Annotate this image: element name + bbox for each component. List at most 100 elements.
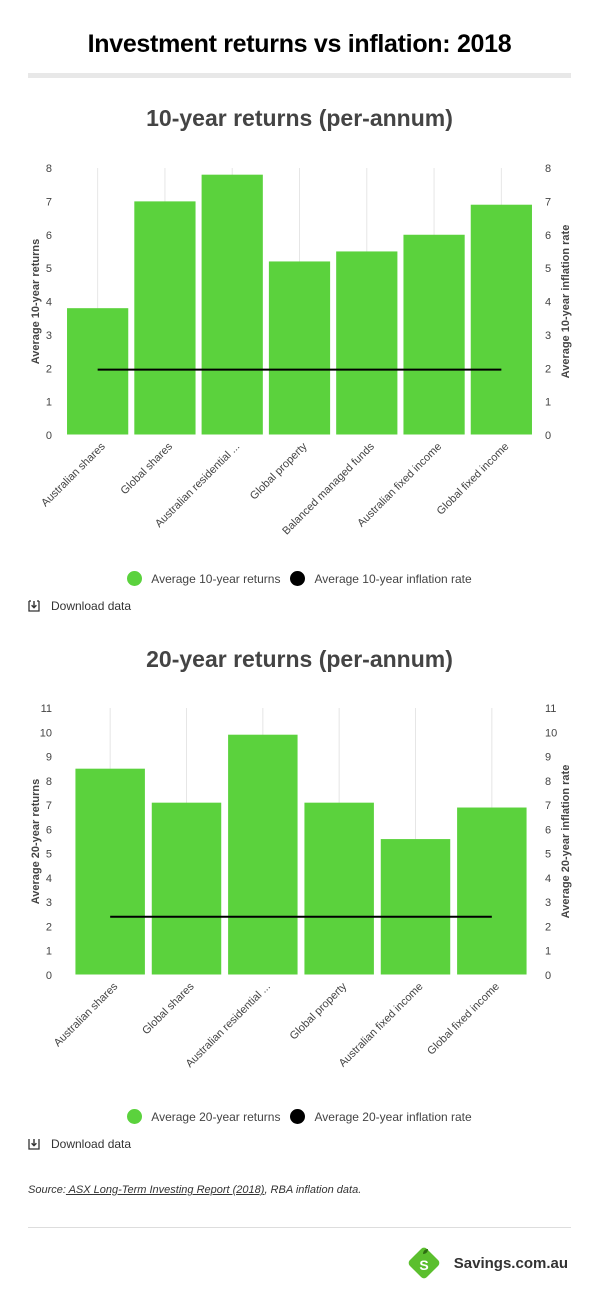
brand-logo[interactable]: S Savings.com.au	[406, 1245, 568, 1281]
y-tick-left: 5	[46, 849, 52, 861]
download-icon	[28, 600, 40, 612]
y-tick-left: 4	[46, 297, 52, 309]
y-tick-right: 4	[545, 873, 551, 885]
y-tick-right: 8	[545, 776, 551, 788]
y-tick-left: 9	[46, 752, 52, 764]
y-tick-right: 8	[545, 163, 551, 175]
bar	[201, 174, 263, 436]
y-tick-right: 7	[545, 800, 551, 812]
legend-swatch-inflation	[290, 1109, 306, 1124]
y-tick-right: 9	[545, 752, 551, 764]
y-tick-right: 3	[545, 330, 551, 342]
category-label: Global shares	[140, 980, 197, 1037]
chart-title-20-year: 20-year returns (per-annum)	[146, 646, 453, 672]
source-suffix: , RBA inflation data.	[264, 1184, 362, 1196]
category-label: Global property	[248, 440, 310, 502]
bar	[67, 308, 129, 435]
category-label: Australian shares	[52, 980, 121, 1049]
y-tick-left: 2	[46, 921, 52, 933]
y-tick-right: 1	[545, 946, 551, 958]
y-axis-label-left: Average 20-year returns	[30, 779, 42, 905]
chart-title-10-year: 10-year returns (per-annum)	[146, 105, 453, 131]
bar	[470, 204, 532, 435]
savings-logo-icon: S	[408, 1247, 440, 1279]
y-tick-right: 0	[545, 430, 551, 442]
y-tick-left: 11	[41, 703, 52, 715]
bar	[228, 734, 298, 975]
y-tick-left: 3	[46, 897, 52, 909]
y-tick-left: 1	[46, 397, 52, 409]
y-tick-left: 6	[46, 230, 52, 242]
download-icon	[28, 1139, 40, 1150]
download-data-label: Download data	[51, 599, 132, 613]
y-tick-right: 5	[545, 849, 551, 861]
y-tick-left: 7	[46, 196, 52, 208]
bar	[457, 807, 527, 975]
y-tick-right: 10	[545, 727, 557, 739]
title-divider	[28, 73, 571, 78]
y-tick-right: 7	[545, 196, 551, 208]
y-tick-left: 0	[46, 970, 52, 982]
category-label: Australian residential ...	[184, 981, 273, 1070]
y-tick-right: 2	[545, 363, 551, 375]
y-tick-right: 6	[545, 824, 551, 836]
legend-item-inflation[interactable]: Average 20-year inflation rate	[290, 1109, 472, 1124]
legend-label-inflation: Average 20-year inflation rate	[314, 1109, 472, 1124]
category-label: Australian shares	[39, 440, 108, 509]
legend-20-year: Average 20-year returns Average 20-year …	[0, 1109, 599, 1124]
chart-10-year-returns: 0 0 1 1 2 2 3 3 4 4 5 5 6 6 7 7 8 8 Average 10-year return…	[30, 163, 572, 537]
legend-item-inflation[interactable]: Average 10-year inflation rate	[290, 571, 472, 586]
legend-label-returns: Average 10-year returns	[151, 571, 281, 586]
category-label: Global shares	[119, 440, 176, 497]
bar	[380, 839, 451, 975]
bar	[403, 234, 465, 435]
y-axis-label-right: Average 10-year inflation rate	[560, 225, 572, 379]
y-tick-left: 7	[46, 800, 52, 812]
y-tick-left: 6	[46, 824, 52, 836]
y-tick-left: 5	[46, 263, 52, 275]
logo-letter: S	[419, 1257, 428, 1273]
brand-name: Savings.com.au	[453, 1254, 568, 1272]
y-tick-right: 5	[545, 263, 551, 275]
bar	[75, 768, 145, 975]
legend-item-returns[interactable]: Average 20-year returns	[127, 1109, 280, 1124]
y-tick-left: 8	[46, 163, 52, 175]
bar	[304, 802, 374, 975]
y-tick-right: 4	[545, 297, 551, 309]
y-tick-right: 11	[545, 703, 556, 715]
bar	[268, 261, 331, 435]
y-tick-left: 0	[46, 430, 52, 442]
download-data-label: Download data	[51, 1137, 132, 1151]
footer-divider	[28, 1227, 571, 1228]
source-note: Source: ASX Long-Term Investing Report (…	[28, 1184, 361, 1196]
legend-swatch-inflation	[290, 571, 306, 586]
legend-label-inflation: Average 10-year inflation rate	[314, 571, 472, 586]
legend-label-returns: Average 20-year returns	[151, 1109, 281, 1124]
source-link[interactable]: ASX Long-Term Investing Report (2018)	[65, 1184, 265, 1196]
y-tick-right: 0	[545, 970, 551, 982]
category-label: Global fixed income	[425, 981, 502, 1058]
y-tick-left: 2	[46, 363, 52, 375]
legend-10-year: Average 10-year returns Average 10-year …	[0, 571, 599, 586]
category-label: Global property	[288, 980, 350, 1042]
bar	[151, 802, 222, 975]
bar	[336, 251, 398, 435]
bar	[134, 201, 196, 435]
y-tick-left: 8	[46, 776, 52, 788]
download-data-button-10-year[interactable]: Download data	[28, 599, 131, 613]
y-tick-right: 1	[545, 397, 551, 409]
y-tick-right: 3	[545, 897, 551, 909]
y-tick-left: 10	[40, 727, 52, 739]
y-tick-right: 2	[545, 921, 551, 933]
y-tick-left: 3	[46, 330, 52, 342]
category-label: Australian fixed income	[337, 981, 426, 1070]
download-data-button-20-year[interactable]: Download data	[28, 1137, 131, 1151]
source-prefix: Source:	[28, 1184, 66, 1196]
y-axis-label-right: Average 20-year inflation rate	[560, 765, 572, 919]
y-tick-left: 1	[46, 946, 52, 958]
page-title: Investment returns vs inflation: 2018	[87, 30, 512, 58]
category-label: Global fixed income	[435, 441, 512, 518]
legend-item-returns[interactable]: Average 10-year returns	[127, 571, 280, 586]
legend-swatch-returns	[127, 1109, 143, 1124]
